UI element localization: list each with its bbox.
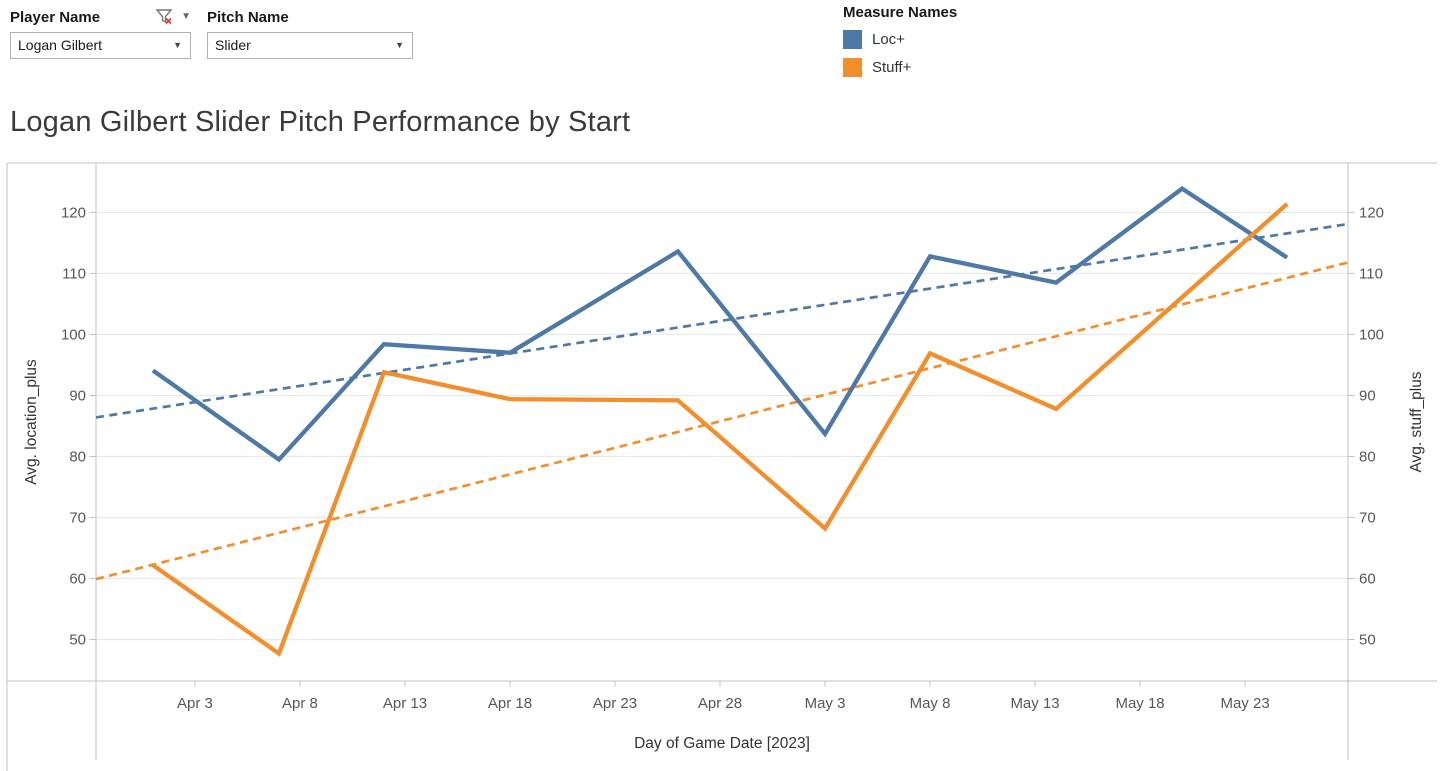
pitch-name-value: Slider [215,37,251,53]
y-tick-label-left: 110 [62,265,86,282]
legend-label-stuff: Stuff+ [872,59,912,76]
player-name-value: Logan Gilbert [18,37,103,53]
pitch-name-dropdown[interactable]: Slider ▼ [207,32,413,59]
y-tick-label-left: 70 [69,509,86,526]
series-line-loc[interactable] [151,186,1289,463]
legend-label-loc: Loc+ [872,31,905,48]
x-tick-label: Apr 8 [282,695,318,712]
y-tick-label-left: 50 [69,632,86,649]
dropdown-caret-icon: ▼ [173,40,182,50]
loc-color-swatch [843,30,862,49]
player-name-dropdown[interactable]: Logan Gilbert ▼ [10,32,191,59]
measure-names-legend: Measure Names Loc+ Stuff+ [843,4,957,86]
y-tick-label-left: 120 [61,204,86,221]
pitch-name-filter: Pitch Name Slider ▼ [207,6,413,59]
y-tick-label-right: 90 [1359,387,1376,404]
stuff-color-swatch [843,58,862,77]
y-tick-label-right: 50 [1359,632,1376,649]
legend-item-loc[interactable]: Loc+ [843,30,957,49]
y-tick-label-left: 100 [61,326,86,343]
x-tick-label: Apr 28 [698,695,742,712]
filter-funnel-icon[interactable] [155,8,175,26]
y-tick-label-left: 90 [69,387,86,404]
dropdown-caret-icon: ▼ [395,40,404,50]
y-tick-label-right: 70 [1359,509,1376,526]
series-line-stuff[interactable] [151,202,1289,657]
player-filter-label: Player Name [10,8,101,26]
legend-item-stuff[interactable]: Stuff+ [843,58,957,77]
x-tick-label: May 8 [910,695,951,712]
y-tick-label-right: 80 [1359,448,1376,465]
y-tick-label-right: 60 [1359,570,1376,587]
filter-menu-caret-icon[interactable]: ▼ [181,11,191,22]
left-axis-title: Avg. location_plus [23,359,40,485]
y-tick-label-right: 110 [1359,265,1383,282]
x-tick-label: Apr 18 [488,695,532,712]
x-axis-title: Day of Game Date [2023] [634,735,810,752]
legend-title: Measure Names [843,4,958,21]
x-tick-label: Apr 13 [383,695,427,712]
trend-line-loc[interactable] [95,222,1349,419]
x-tick-label: May 18 [1115,695,1164,712]
right-axis-title: Avg. stuff_plus [1408,371,1425,472]
y-tick-label-right: 120 [1359,204,1384,221]
y-tick-label-left: 80 [69,448,86,465]
x-tick-label: May 13 [1010,695,1059,712]
y-tick-label-right: 100 [1359,326,1384,343]
pitch-filter-label: Pitch Name [207,8,289,26]
y-tick-label-left: 60 [69,570,86,587]
x-tick-label: May 23 [1220,695,1269,712]
x-tick-label: Apr 3 [177,695,213,712]
x-tick-label: Apr 23 [593,695,637,712]
sheet-title: Logan Gilbert Slider Pitch Performance b… [10,106,631,138]
trend-line-stuff[interactable] [95,261,1349,581]
x-tick-label: May 3 [805,695,846,712]
player-name-filter: Player Name ▼ Logan Gilbert ▼ [10,6,191,59]
